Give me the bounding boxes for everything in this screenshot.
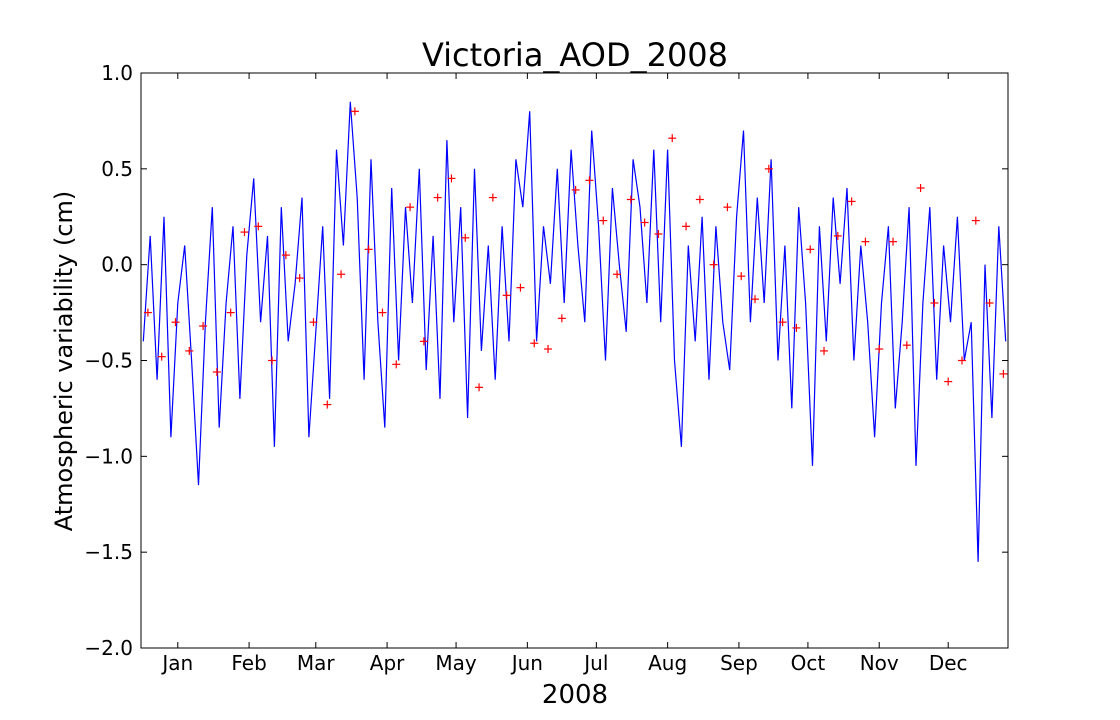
marker-point xyxy=(599,216,608,225)
marker-point xyxy=(488,193,497,202)
y-tick-label: 0.5 xyxy=(101,157,133,181)
x-tick-label: Jul xyxy=(582,651,608,675)
marker-point xyxy=(958,356,967,365)
marker-point xyxy=(516,283,525,292)
marker-point xyxy=(585,176,594,185)
marker-point xyxy=(392,360,401,369)
marker-point xyxy=(751,295,760,304)
y-tick-label: −2.0 xyxy=(84,636,133,660)
y-tick-label: −0.5 xyxy=(84,349,133,373)
marker-point xyxy=(654,230,663,238)
marker-point xyxy=(626,195,635,204)
marker-point xyxy=(544,345,553,353)
marker-point xyxy=(447,174,456,183)
marker-point xyxy=(695,195,704,204)
axis-ticks: 1.0 0.5 0.0 −0.5 −1.0 −1.5 −2.0 Jan Feb Mar Apr May… xyxy=(84,61,1008,675)
marker-point xyxy=(240,228,249,237)
marker-point xyxy=(668,134,677,143)
marker-point xyxy=(833,231,842,240)
marker-point xyxy=(419,337,428,346)
marker-point xyxy=(889,237,898,246)
x-axis-label: 2008 xyxy=(542,680,608,710)
plot-area xyxy=(142,101,1008,562)
x-tick-label: Jun xyxy=(510,651,543,675)
x-tick-label: Feb xyxy=(231,651,266,675)
marker-point xyxy=(502,291,511,300)
marker-point xyxy=(792,323,801,332)
marker-point xyxy=(433,193,442,202)
marker-point xyxy=(764,164,773,173)
x-tick-label: May xyxy=(435,651,477,675)
marker-point xyxy=(709,260,718,269)
series-line xyxy=(142,101,1007,562)
marker-point xyxy=(309,318,318,327)
marker-point xyxy=(820,346,829,355)
marker-point xyxy=(971,216,980,225)
y-tick-label: 1.0 xyxy=(101,61,133,85)
y-tick-label: −1.0 xyxy=(84,444,133,468)
marker-point xyxy=(847,197,856,206)
y-tick-label: 0.0 xyxy=(101,253,133,277)
x-tick-label: Aug xyxy=(648,651,687,675)
marker-point xyxy=(461,233,470,242)
marker-point xyxy=(254,222,263,231)
marker-point xyxy=(530,339,539,348)
marker-point xyxy=(171,318,180,327)
marker-point xyxy=(281,251,290,260)
marker-point xyxy=(475,383,484,392)
axes-frame xyxy=(140,72,1009,649)
x-tick-label: Jan xyxy=(160,651,193,675)
marker-point xyxy=(861,237,870,246)
marker-point xyxy=(613,270,622,279)
marker-point xyxy=(806,245,815,254)
marker-point xyxy=(640,218,649,227)
marker-point xyxy=(723,203,732,212)
marker-point xyxy=(212,368,221,376)
marker-point xyxy=(157,352,166,361)
marker-point xyxy=(226,308,235,317)
marker-point xyxy=(737,272,746,281)
marker-point xyxy=(902,341,911,350)
marker-point xyxy=(378,308,387,317)
marker-point xyxy=(406,203,415,212)
marker-point xyxy=(875,345,884,353)
marker-point xyxy=(557,314,566,323)
marker-point xyxy=(999,369,1008,378)
marker-point xyxy=(944,377,953,386)
marker-point xyxy=(916,184,925,192)
y-tick-label: −1.5 xyxy=(84,540,133,564)
marker-point xyxy=(350,107,359,116)
marker-point xyxy=(364,245,373,254)
marker-point xyxy=(185,346,194,355)
marker-point xyxy=(985,299,994,307)
marker-point xyxy=(337,270,346,279)
x-tick-label: Mar xyxy=(297,651,336,675)
marker-point xyxy=(323,400,332,409)
marker-point xyxy=(295,274,304,283)
x-tick-label: Nov xyxy=(860,651,899,675)
x-tick-label: Apr xyxy=(370,651,405,675)
y-axis-label: Atmospheric variability (cm) xyxy=(50,191,78,531)
marker-point xyxy=(571,185,580,194)
marker-point xyxy=(199,322,208,330)
marker-point xyxy=(930,299,939,307)
x-tick-label: Dec xyxy=(929,651,968,675)
marker-point xyxy=(682,222,691,231)
marker-point xyxy=(268,356,277,365)
marker-point xyxy=(143,308,152,317)
marker-point xyxy=(778,318,787,327)
x-tick-label: Sep xyxy=(720,651,758,675)
x-tick-label: Oct xyxy=(791,651,826,675)
chart-title: Victoria_AOD_2008 xyxy=(422,36,728,74)
